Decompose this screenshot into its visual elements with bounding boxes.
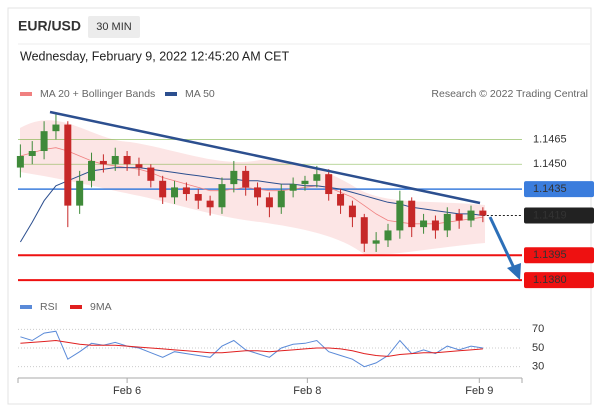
candle-body (360, 217, 368, 244)
ma-line (20, 147, 483, 225)
candle-body (40, 131, 48, 152)
y-tick-label: 50 (532, 342, 544, 354)
credit: Research © 2022 Trading Central (431, 88, 588, 100)
rsi-line (20, 330, 483, 368)
level-label: 1.1450 (533, 158, 567, 170)
plot: 1.1465 1.1450 1.1435 1.1419 1.1395 1.1380 MA 2… (16, 88, 594, 397)
candle-body (384, 230, 392, 241)
candle-body (242, 170, 250, 188)
candle-body (88, 160, 96, 181)
candle-body (408, 200, 416, 228)
x-tick-label: Feb 6 (113, 385, 141, 397)
candle-body (206, 200, 214, 208)
legend-label: 9MA (90, 301, 112, 313)
candle-body (325, 174, 333, 195)
interval-badge (88, 16, 140, 38)
candle-body (111, 155, 119, 165)
legend-label: MA 50 (185, 88, 215, 100)
candle-body (337, 194, 345, 206)
candle-body (313, 174, 321, 181)
level-box (524, 181, 594, 198)
arrow-head (507, 263, 521, 280)
interval: 30 MIN (96, 21, 132, 33)
candle-body (431, 220, 439, 231)
x-tick-label: Feb 8 (293, 385, 321, 397)
candle-body (479, 210, 487, 216)
candle-body (76, 180, 84, 206)
legend-swatch (165, 92, 177, 96)
candle-body (64, 124, 72, 206)
candle-body (159, 180, 167, 198)
candle-body (230, 170, 238, 185)
candle-body (99, 160, 107, 165)
candle-body (147, 167, 155, 181)
bollinger-band (20, 120, 485, 256)
candle-body (28, 151, 36, 156)
candle-body (443, 213, 451, 231)
candle-body (420, 220, 428, 228)
symbol: EUR/USD (18, 18, 81, 34)
level-label: 1.1395 (533, 249, 567, 261)
candle-body (194, 194, 202, 201)
y-tick-label: 70 (532, 323, 544, 335)
legend-label: MA 20 + Bollinger Bands (40, 88, 155, 100)
candle-body (254, 187, 262, 198)
level-box (524, 272, 594, 289)
candle-body (16, 155, 24, 168)
rsi-line (20, 339, 483, 357)
x-tick-label: Feb 9 (465, 385, 493, 397)
candle-body (218, 184, 226, 208)
level-label: 1.1465 (533, 133, 567, 145)
legend-swatch (70, 305, 82, 309)
candle-body (467, 210, 475, 221)
legend-label: RSI (40, 301, 58, 313)
candle-body (182, 187, 190, 195)
level-label: 1.1435 (533, 183, 567, 195)
candle-body (348, 205, 356, 218)
datetime: Wednesday, February 9, 2022 12:45:20 AM … (20, 49, 289, 63)
candle-body (52, 124, 60, 132)
candle-body (135, 164, 143, 168)
level-label: 1.1419 (533, 209, 567, 221)
candle-body (277, 190, 285, 208)
level-box (524, 247, 594, 264)
candle-body (396, 200, 404, 231)
trend-line (49, 110, 481, 205)
candle-body (265, 197, 273, 208)
ma-line (19, 167, 483, 243)
candle-body (171, 187, 179, 198)
level-label: 1.1380 (533, 274, 567, 286)
forecast-arrow (488, 216, 516, 269)
legend-swatch (20, 92, 32, 96)
candle-body (289, 184, 297, 191)
candle-body (301, 180, 309, 185)
legend-swatch (20, 305, 32, 309)
y-tick-label: 30 (532, 361, 544, 373)
level-box (524, 207, 594, 224)
candle-body (372, 240, 380, 244)
candle-body (455, 213, 463, 221)
candle-body (123, 155, 131, 165)
